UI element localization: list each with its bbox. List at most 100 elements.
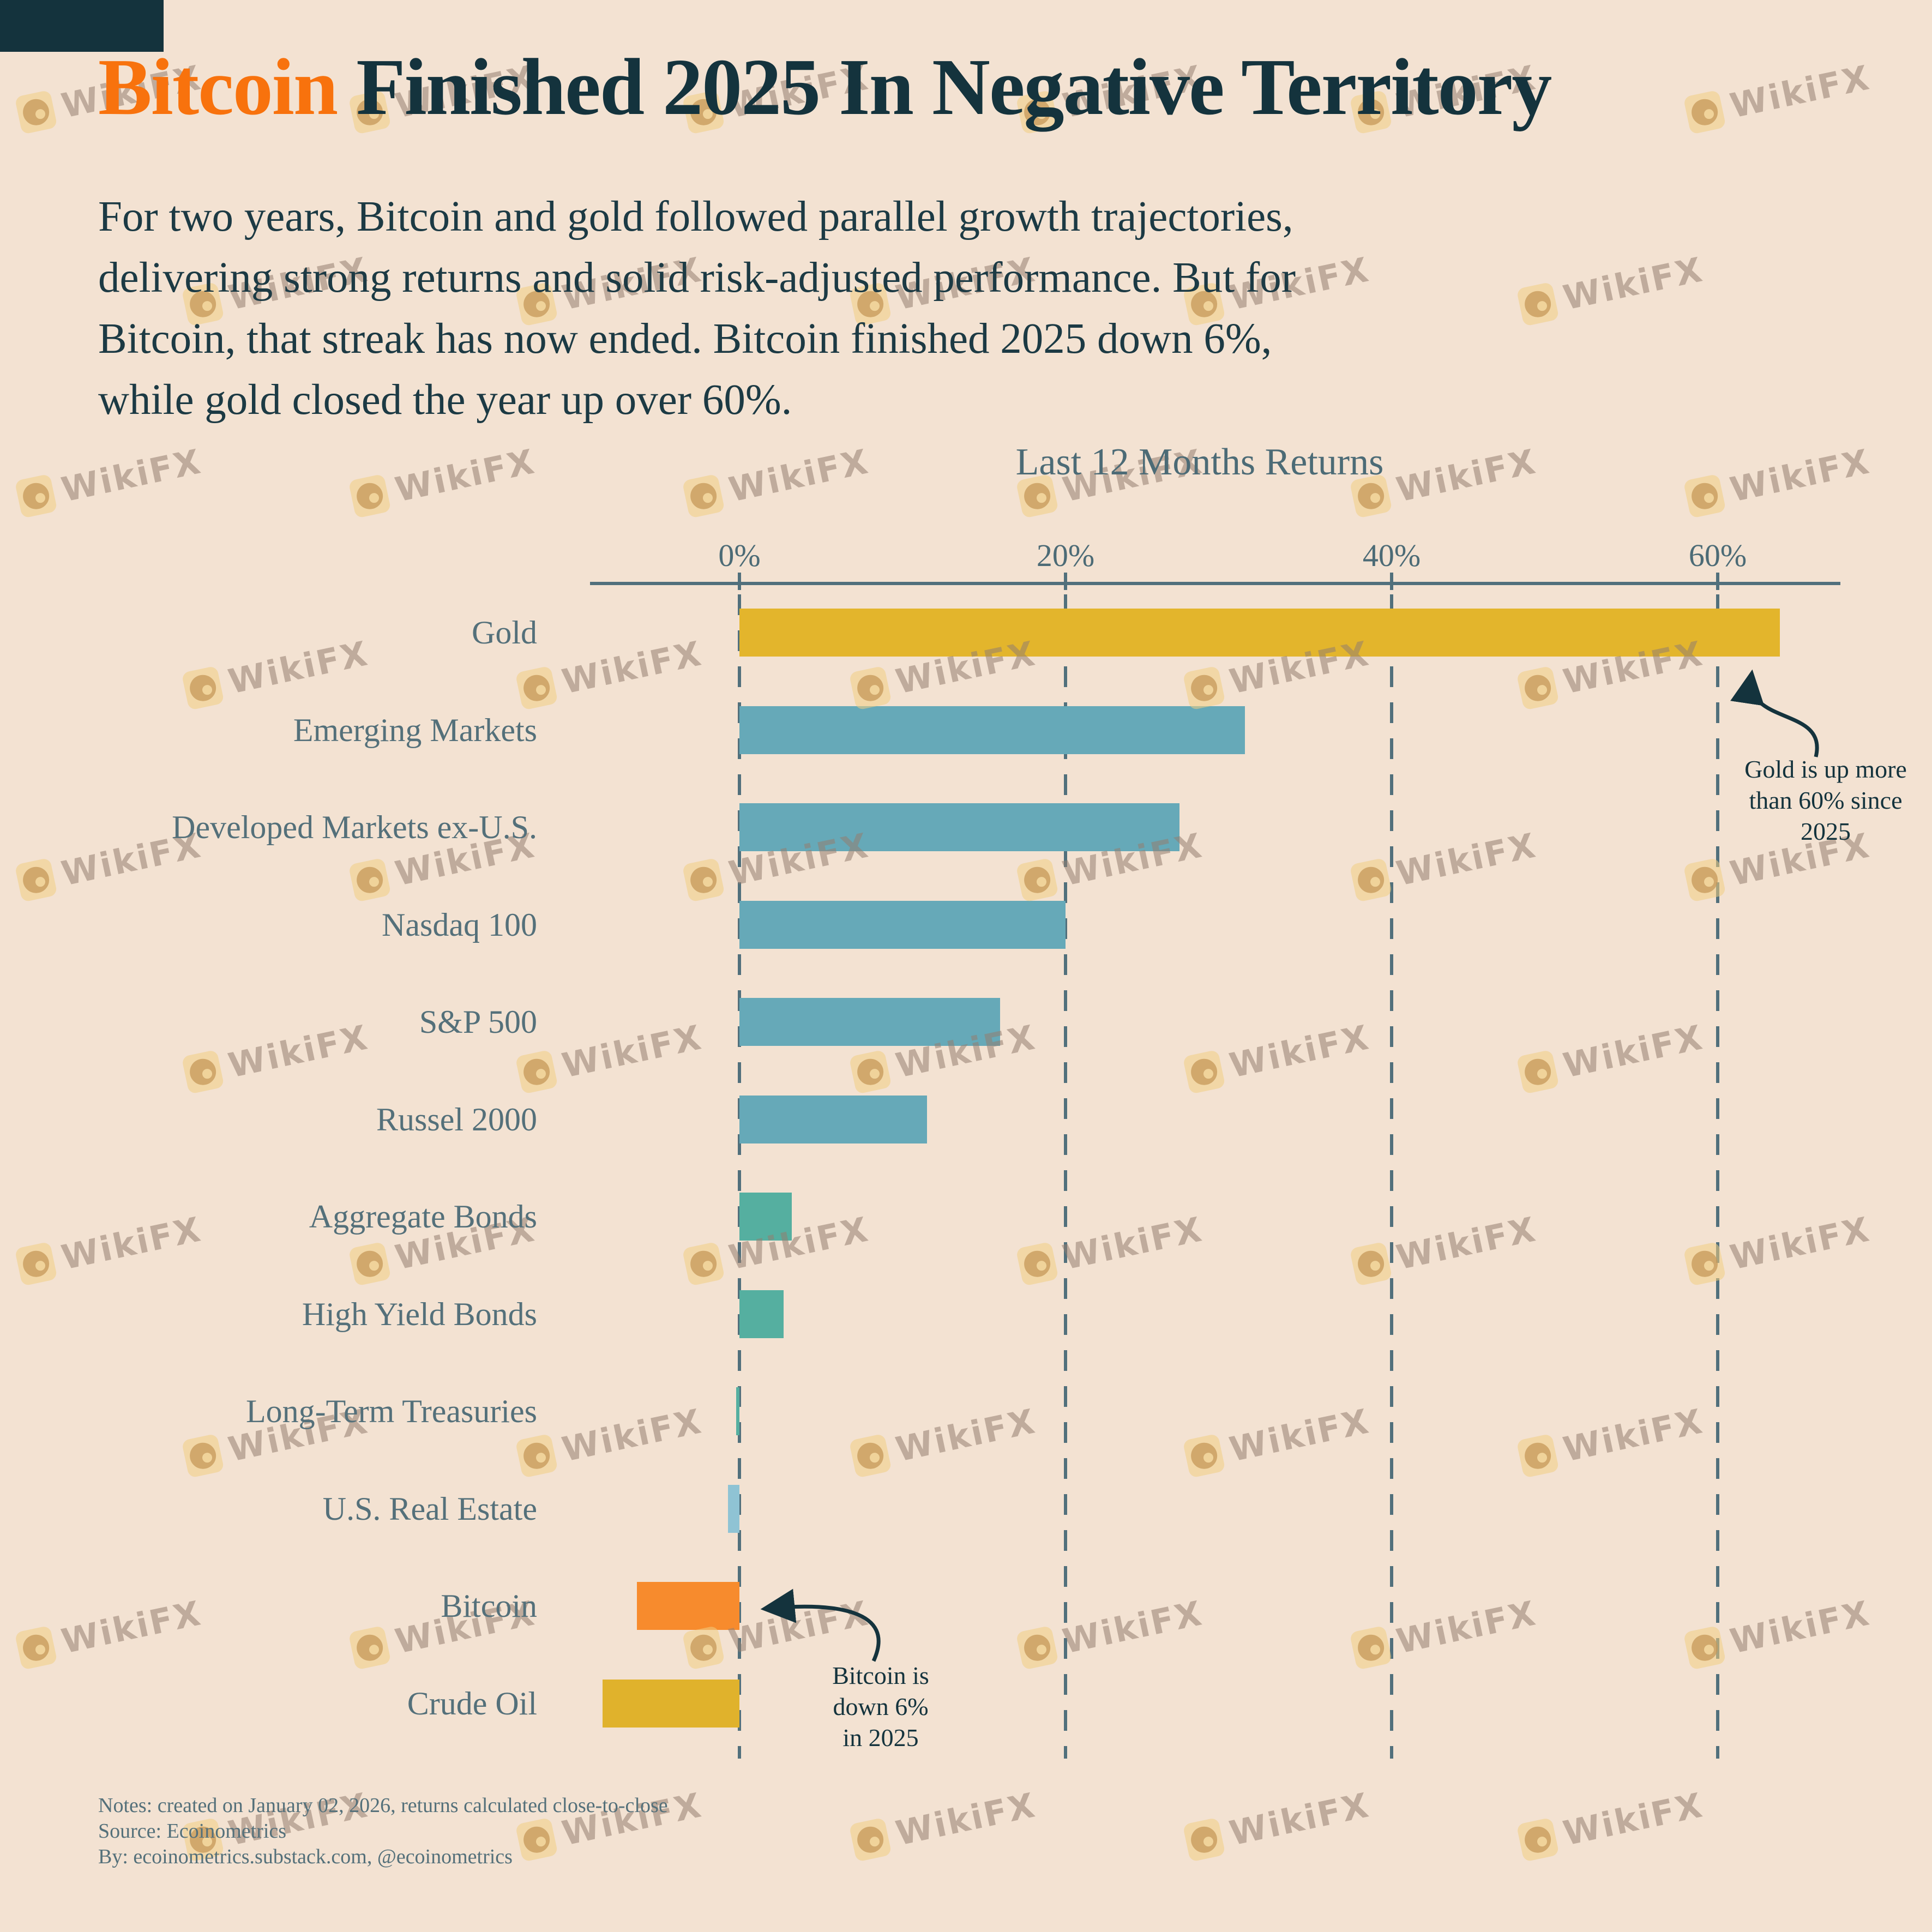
footer-line: By: ecoinometrics.substack.com, @ecoinom… [98, 1845, 513, 1868]
wikifx-logo-icon [1015, 1625, 1059, 1670]
wikifx-logo-eye [1522, 672, 1554, 703]
x-tick-label: 20% [1036, 538, 1095, 573]
x-tick-label: 0% [718, 538, 761, 573]
wikifx-logo-eye [688, 480, 719, 511]
bar-developed-markets-ex-u-s- [739, 803, 1180, 851]
wikifx-logo-eye [854, 1440, 886, 1471]
wikifx-logo-glint [1369, 875, 1381, 888]
wikifx-watermark-text: WikiFX [1226, 1785, 1374, 1853]
wikifx-logo-glint [368, 1643, 380, 1656]
wikifx-watermark: WikiFX [515, 1017, 706, 1095]
corner-accent-block [0, 0, 164, 52]
wikifx-logo-icon [348, 857, 392, 902]
wikifx-logo-icon [181, 665, 225, 711]
x-tick-mark [1064, 573, 1067, 590]
wikifx-logo-icon [14, 857, 58, 902]
gridline [1064, 594, 1067, 1759]
wikifx-logo-icon [14, 89, 58, 135]
category-label: High Yield Bonds [302, 1296, 537, 1332]
wikifx-logo-glint [535, 1451, 547, 1464]
wikifx-watermark: WikiFX [1516, 1401, 1707, 1479]
wikifx-logo-eye [20, 96, 52, 128]
wikifx-logo-icon [14, 1625, 58, 1670]
wikifx-watermark-text: WikiFX [392, 441, 539, 510]
wikifx-watermark: WikiFX [1683, 1593, 1874, 1671]
wikifx-logo-glint [34, 1643, 46, 1656]
wikifx-logo-glint [1036, 1259, 1048, 1272]
wikifx-logo-eye [1355, 480, 1387, 511]
wikifx-logo-glint [702, 491, 714, 504]
wikifx-logo-icon [1182, 1049, 1226, 1094]
wikifx-logo-eye [521, 1056, 552, 1087]
wikifx-watermark: WikiFX [14, 441, 205, 519]
wikifx-logo-eye [688, 1248, 719, 1279]
wikifx-watermark: WikiFX [515, 1401, 706, 1479]
wikifx-watermark-text: WikiFX [558, 1017, 706, 1086]
wikifx-watermark: WikiFX [1683, 441, 1874, 519]
intro-line: delivering strong returns and solid risk… [98, 254, 1296, 302]
wikifx-logo-glint [201, 1067, 213, 1080]
bitcoin-annotation-line: Bitcoin is [832, 1662, 929, 1689]
bar-aggregate-bonds [739, 1193, 792, 1241]
bar-u-s-real-estate [728, 1484, 739, 1533]
wikifx-logo-glint [368, 491, 380, 504]
wikifx-logo-eye [20, 480, 52, 511]
wikifx-logo-eye [854, 672, 886, 703]
wikifx-logo-glint [702, 1259, 714, 1272]
wikifx-logo-glint [1369, 1643, 1381, 1656]
wikifx-watermark-text: WikiFX [1393, 1593, 1540, 1662]
gold-annotation-line: Gold is up more [1744, 755, 1907, 783]
bar-s-p-500 [739, 998, 1001, 1046]
category-label: Long-Term Treasuries [245, 1393, 537, 1429]
wikifx-logo-glint [869, 683, 881, 696]
wikifx-logo-eye [187, 1056, 219, 1087]
x-tick-mark [1716, 573, 1719, 590]
wikifx-logo-glint [1536, 1067, 1548, 1080]
wikifx-logo-icon [848, 1433, 892, 1478]
wikifx-logo-glint [869, 1835, 881, 1847]
wikifx-logo-eye [354, 1632, 386, 1663]
gridline [1716, 594, 1719, 1759]
gold-annotation-line: 2025 [1801, 817, 1851, 845]
wikifx-watermark-text: WikiFX [725, 1593, 873, 1662]
wikifx-watermark: WikiFX [515, 633, 706, 711]
x-tick-label: 60% [1688, 538, 1747, 573]
wikifx-watermark: WikiFX [1182, 1401, 1373, 1479]
wikifx-logo-glint [1036, 1643, 1048, 1656]
intro-line: For two years, Bitcoin and gold followed… [98, 193, 1293, 240]
wikifx-logo-eye [1355, 1248, 1387, 1279]
wikifx-logo-icon [1516, 1049, 1560, 1094]
wikifx-watermark-text: WikiFX [558, 633, 706, 702]
category-label: U.S. Real Estate [322, 1490, 537, 1527]
wikifx-logo-glint [1202, 1835, 1214, 1847]
wikifx-logo-icon [348, 1241, 392, 1286]
wikifx-logo-glint [1703, 875, 1715, 888]
wikifx-logo-icon [1516, 1817, 1560, 1862]
wikifx-logo-icon [515, 1433, 558, 1478]
wikifx-logo-eye [1021, 1632, 1053, 1663]
wikifx-watermark: WikiFX [848, 1401, 1039, 1479]
wikifx-logo-glint [368, 1259, 380, 1272]
wikifx-logo-glint [34, 1259, 46, 1272]
wikifx-logo-glint [702, 1643, 714, 1656]
wikifx-logo-eye [854, 1056, 886, 1087]
wikifx-watermark-text: WikiFX [558, 1401, 706, 1470]
wikifx-logo-glint [34, 107, 46, 120]
wikifx-watermark: WikiFX [1683, 57, 1874, 135]
wikifx-logo-icon [682, 473, 725, 519]
wikifx-watermark-text: WikiFX [1560, 1401, 1707, 1470]
wikifx-logo-eye [187, 672, 219, 703]
wikifx-logo-icon [348, 473, 392, 519]
wikifx-logo-glint [535, 1067, 547, 1080]
wikifx-watermark: WikiFX [1683, 1209, 1874, 1287]
wikifx-logo-eye [1188, 1056, 1220, 1087]
wikifx-logo-icon [1516, 281, 1560, 327]
gold-annotation: Gold is up more than 60% since 2025 [1706, 754, 1932, 847]
wikifx-logo-icon [1015, 857, 1059, 902]
wikifx-logo-icon [14, 473, 58, 519]
wikifx-logo-eye [20, 864, 52, 895]
wikifx-logo-icon [1683, 89, 1726, 135]
wikifx-logo-icon [515, 1049, 558, 1094]
x-tick-label: 40% [1362, 538, 1421, 573]
wikifx-logo-glint [702, 875, 714, 888]
